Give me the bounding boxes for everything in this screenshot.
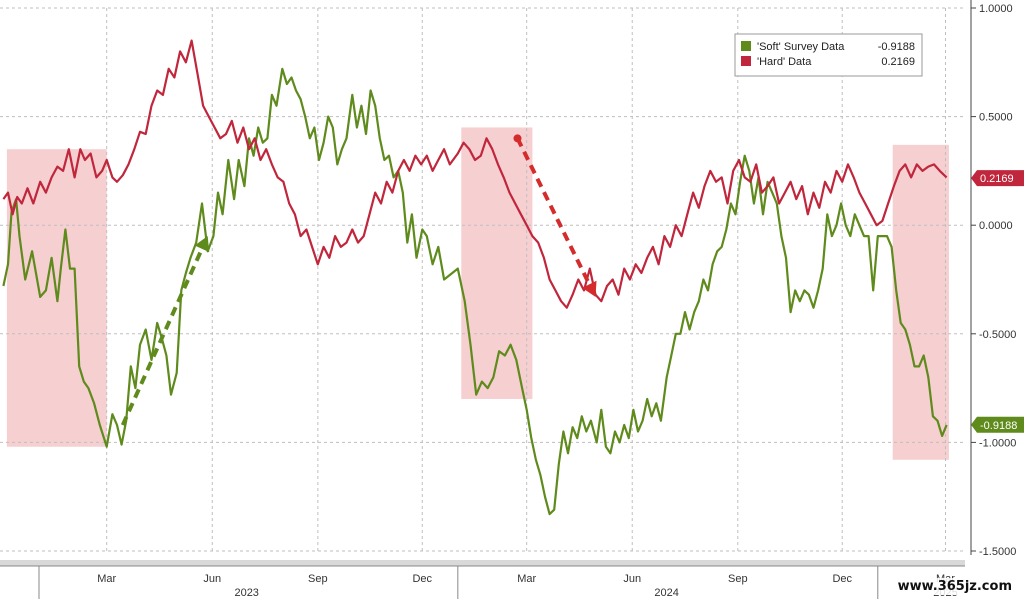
y-tick-label: 0.5000 <box>979 112 1013 124</box>
x-tick-label: Jun <box>203 573 221 585</box>
legend-swatch-0 <box>741 41 751 51</box>
legend-name-1: 'Hard' Data <box>757 56 812 68</box>
year-label: 2023 <box>234 587 258 599</box>
series-line-0 <box>2 67 948 516</box>
legend: 'Soft' Survey Data -0.9188 'Hard' Data 0.21… <box>734 33 923 77</box>
x-tick-label: Dec <box>832 573 852 585</box>
y-tick-label: -1.5000 <box>979 546 1016 558</box>
y-axis: 1.0000 0.5000 0.0000 -0.5000 -1.0000 -1.5000 <box>970 0 1016 558</box>
watermark: www.365jz.com <box>893 578 1016 595</box>
last-value-tag-0 <box>971 416 1024 433</box>
legend-name-0: 'Soft' Survey Data <box>757 41 845 53</box>
x-tick-label: Jun <box>623 573 641 585</box>
y-tick-label: 0.0000 <box>979 220 1013 232</box>
x-tick-label: Mar <box>517 573 536 585</box>
last-value-label-1: 0.2169 <box>980 173 1014 185</box>
annotation-arrow-0 <box>120 248 204 426</box>
x-axis: MarJunSepDecMarJunSepDecMar202320242025 <box>0 560 965 599</box>
y-tick-label: -1.0000 <box>979 437 1016 449</box>
series-lines <box>2 39 948 516</box>
x-tick-label: Sep <box>728 573 748 585</box>
shaded-region-2 <box>892 144 949 460</box>
series-line-1 <box>2 39 948 309</box>
grid <box>0 7 965 552</box>
x-axis-band <box>0 560 965 566</box>
last-value-label-0: -0.9188 <box>980 420 1017 432</box>
annotation-arrowhead-1 <box>582 280 597 297</box>
legend-box <box>734 33 923 77</box>
legend-swatch-1 <box>741 56 751 66</box>
annotation-arrows <box>120 134 597 426</box>
shaded-region-1 <box>461 127 533 399</box>
legend-value-1: 0.2169 <box>881 56 915 68</box>
annotation-arrow-start <box>513 134 522 143</box>
year-label: 2024 <box>654 587 678 599</box>
x-tick-label: Mar <box>97 573 116 585</box>
x-tick-label: Dec <box>412 573 432 585</box>
annotation-arrowhead-0 <box>194 236 210 253</box>
y-tick-label: 1.0000 <box>979 3 1013 15</box>
legend-value-0: -0.9188 <box>878 41 915 53</box>
shaded-regions <box>6 127 949 460</box>
last-value-tag-1 <box>971 170 1024 187</box>
annotation-arrow-1 <box>515 137 592 286</box>
last-value-tags: -0.9188 0.2169 <box>971 170 1024 433</box>
y-tick-label: -0.5000 <box>979 329 1016 341</box>
x-tick-label: Sep <box>308 573 328 585</box>
